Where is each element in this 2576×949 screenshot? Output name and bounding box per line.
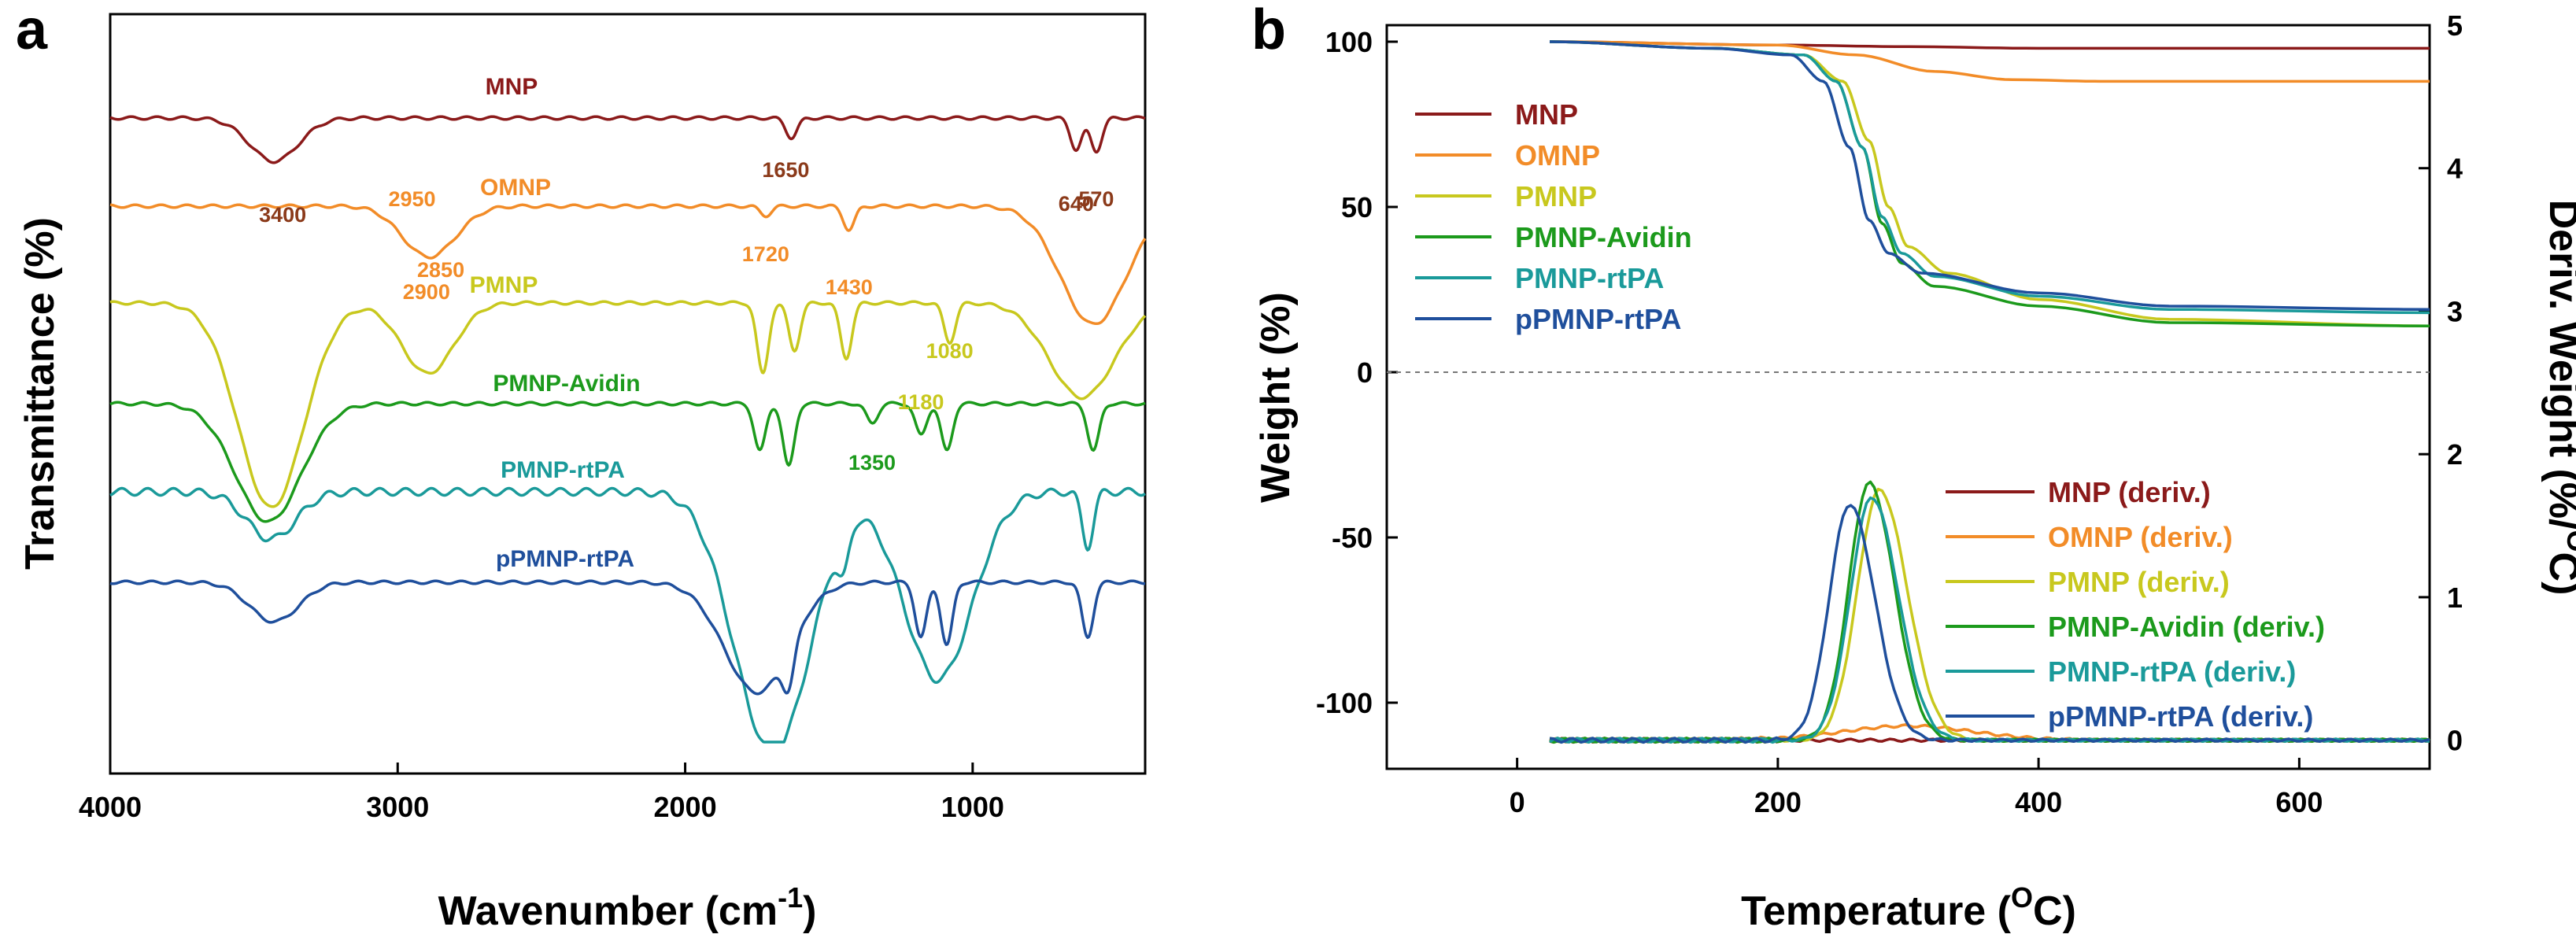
panel-b-y2tick-label: 2 <box>2447 438 2463 471</box>
panel-b-xtick-label: 0 <box>1510 786 1525 818</box>
panel-b-curves <box>1549 40 2430 744</box>
legend-entry-pmnp: PMNP <box>1515 180 1597 212</box>
series-line-omnp <box>109 203 1147 326</box>
peak-label-1720: 1720 <box>742 242 789 266</box>
peak-label-570: 570 <box>1078 187 1114 211</box>
deriv-line-ppmnp-rtpa-deriv <box>1549 504 2430 744</box>
panel-a-frame <box>109 13 1147 775</box>
panel-a-curves <box>109 115 1147 744</box>
series-label-ppmnp-rtpa: pPMNP-rtPA <box>496 546 634 572</box>
series-line-pmnp <box>109 300 1147 508</box>
peak-label-1080: 1080 <box>926 339 974 363</box>
panel-b-y2tick-label: 4 <box>2447 153 2463 185</box>
series-label-pmnp-avidin: PMNP-Avidin <box>493 371 640 397</box>
panel-b-xlabel: Temperature (OC) <box>1741 881 2076 934</box>
panel-b-ticks: 0 200 400 600 100 50 0 -50 -100 0 1 2 3 4 5 <box>1316 9 2463 818</box>
panel-b-ytick-label: 50 <box>1341 191 1373 223</box>
panel-letter-a: a <box>16 0 48 61</box>
peak-label-1180: 1180 <box>898 390 944 414</box>
panel-b-ytick-label: 0 <box>1357 356 1373 389</box>
legend-entry-mnp-deriv: MNP (deriv.) <box>2048 476 2211 508</box>
series-label-pmnp-rtpa: PMNP-rtPA <box>501 457 625 483</box>
panel-b-y2tick-label: 0 <box>2447 725 2463 757</box>
panel-b-legend-deriv: MNP (deriv.) OMNP (deriv.) PMNP (deriv.) PM… <box>1946 476 2325 733</box>
weight-line-omnp <box>1549 40 2430 83</box>
series-line-ppmnp-rtpa <box>109 579 1146 696</box>
panel-b-legend-weight: MNP OMNP PMNP PMNP-Avidin PMNP-rtPA pPMNP-rtP… <box>1415 98 1692 335</box>
series-line-pmnp-avidin <box>109 401 1146 523</box>
panel-b-xtick-label: 400 <box>2015 786 2062 818</box>
panel-a-xtick-label: 4000 <box>79 791 142 823</box>
panel-a-xtick-label: 2000 <box>654 791 717 823</box>
peak-label-2850: 2850 <box>417 258 464 282</box>
panel-b-frame <box>1385 24 2431 770</box>
peak-label-1350: 1350 <box>848 451 896 474</box>
legend-entry-mnp: MNP <box>1515 98 1578 131</box>
series-line-mnp <box>109 115 1146 164</box>
legend-entry-omnp-deriv: OMNP (deriv.) <box>2048 521 2233 553</box>
legend-entry-pmnp-avidin-deriv: PMNP-Avidin (deriv.) <box>2048 611 2325 643</box>
peak-label-2950: 2950 <box>389 187 436 211</box>
peak-label-3400: 3400 <box>259 203 306 227</box>
weight-line-ppmnp-rtpa <box>1549 40 2430 311</box>
panel-a-x-ticks: 4000 3000 2000 1000 <box>79 763 1004 823</box>
series-label-omnp: OMNP <box>480 175 551 201</box>
weight-line-pmnp <box>1549 40 2430 327</box>
panel-b-ylabel: Weight (%) <box>1253 292 1299 503</box>
panel-b-ytick-label: 100 <box>1325 26 1373 58</box>
panel-b-xtick-label: 200 <box>1754 786 1802 818</box>
series-label-pmnp: PMNP <box>470 272 538 298</box>
panel-b-y2tick-label: 3 <box>2447 295 2463 327</box>
legend-entry-pmnp-deriv: PMNP (deriv.) <box>2048 566 2230 598</box>
peak-label-640: 640 <box>1059 192 1094 216</box>
legend-entry-ppmnp-rtpa: pPMNP-rtPA <box>1515 303 1681 335</box>
panel-b-y2label: Deriv. Weight (%/OC) <box>2541 200 2576 596</box>
panel-a-xtick-label: 1000 <box>941 791 1004 823</box>
panel-letter-b: b <box>1251 0 1286 61</box>
peak-label-1650: 1650 <box>762 158 809 182</box>
series-label-mnp: MNP <box>486 74 538 100</box>
legend-entry-omnp: OMNP <box>1515 139 1600 172</box>
panel-a-xtick-label: 3000 <box>366 791 429 823</box>
panel-b-ytick-label: -100 <box>1316 687 1373 719</box>
panel-b-tga: b 0 200 400 600 100 50 0 -50 -100 0 1 2 3 4 5 MNP OMNP P… <box>1251 0 2576 934</box>
legend-entry-pmnp-rtpa: PMNP-rtPA <box>1515 262 1664 294</box>
panel-b-xtick-label: 600 <box>2275 786 2323 818</box>
peak-label-2900: 2900 <box>403 280 450 304</box>
legend-entry-pmnp-avidin: PMNP-Avidin <box>1515 221 1692 253</box>
panel-a-xlabel: Wavenumber (cm-1) <box>438 881 817 934</box>
panel-b-y2tick-label: 1 <box>2447 582 2463 614</box>
series-line-pmnp-rtpa <box>109 486 1146 744</box>
weight-line-pmnp-avidin <box>1549 40 2430 327</box>
panel-a-ylabel: Transmittance (%) <box>17 217 63 570</box>
panel-b-y2tick-label: 5 <box>2447 9 2463 42</box>
legend-entry-ppmnp-rtpa-deriv: pPMNP-rtPA (deriv.) <box>2048 700 2313 733</box>
peak-label-1430: 1430 <box>826 275 873 299</box>
legend-entry-pmnp-rtpa-deriv: PMNP-rtPA (deriv.) <box>2048 655 2296 688</box>
panel-b-ytick-label: -50 <box>1332 522 1373 554</box>
